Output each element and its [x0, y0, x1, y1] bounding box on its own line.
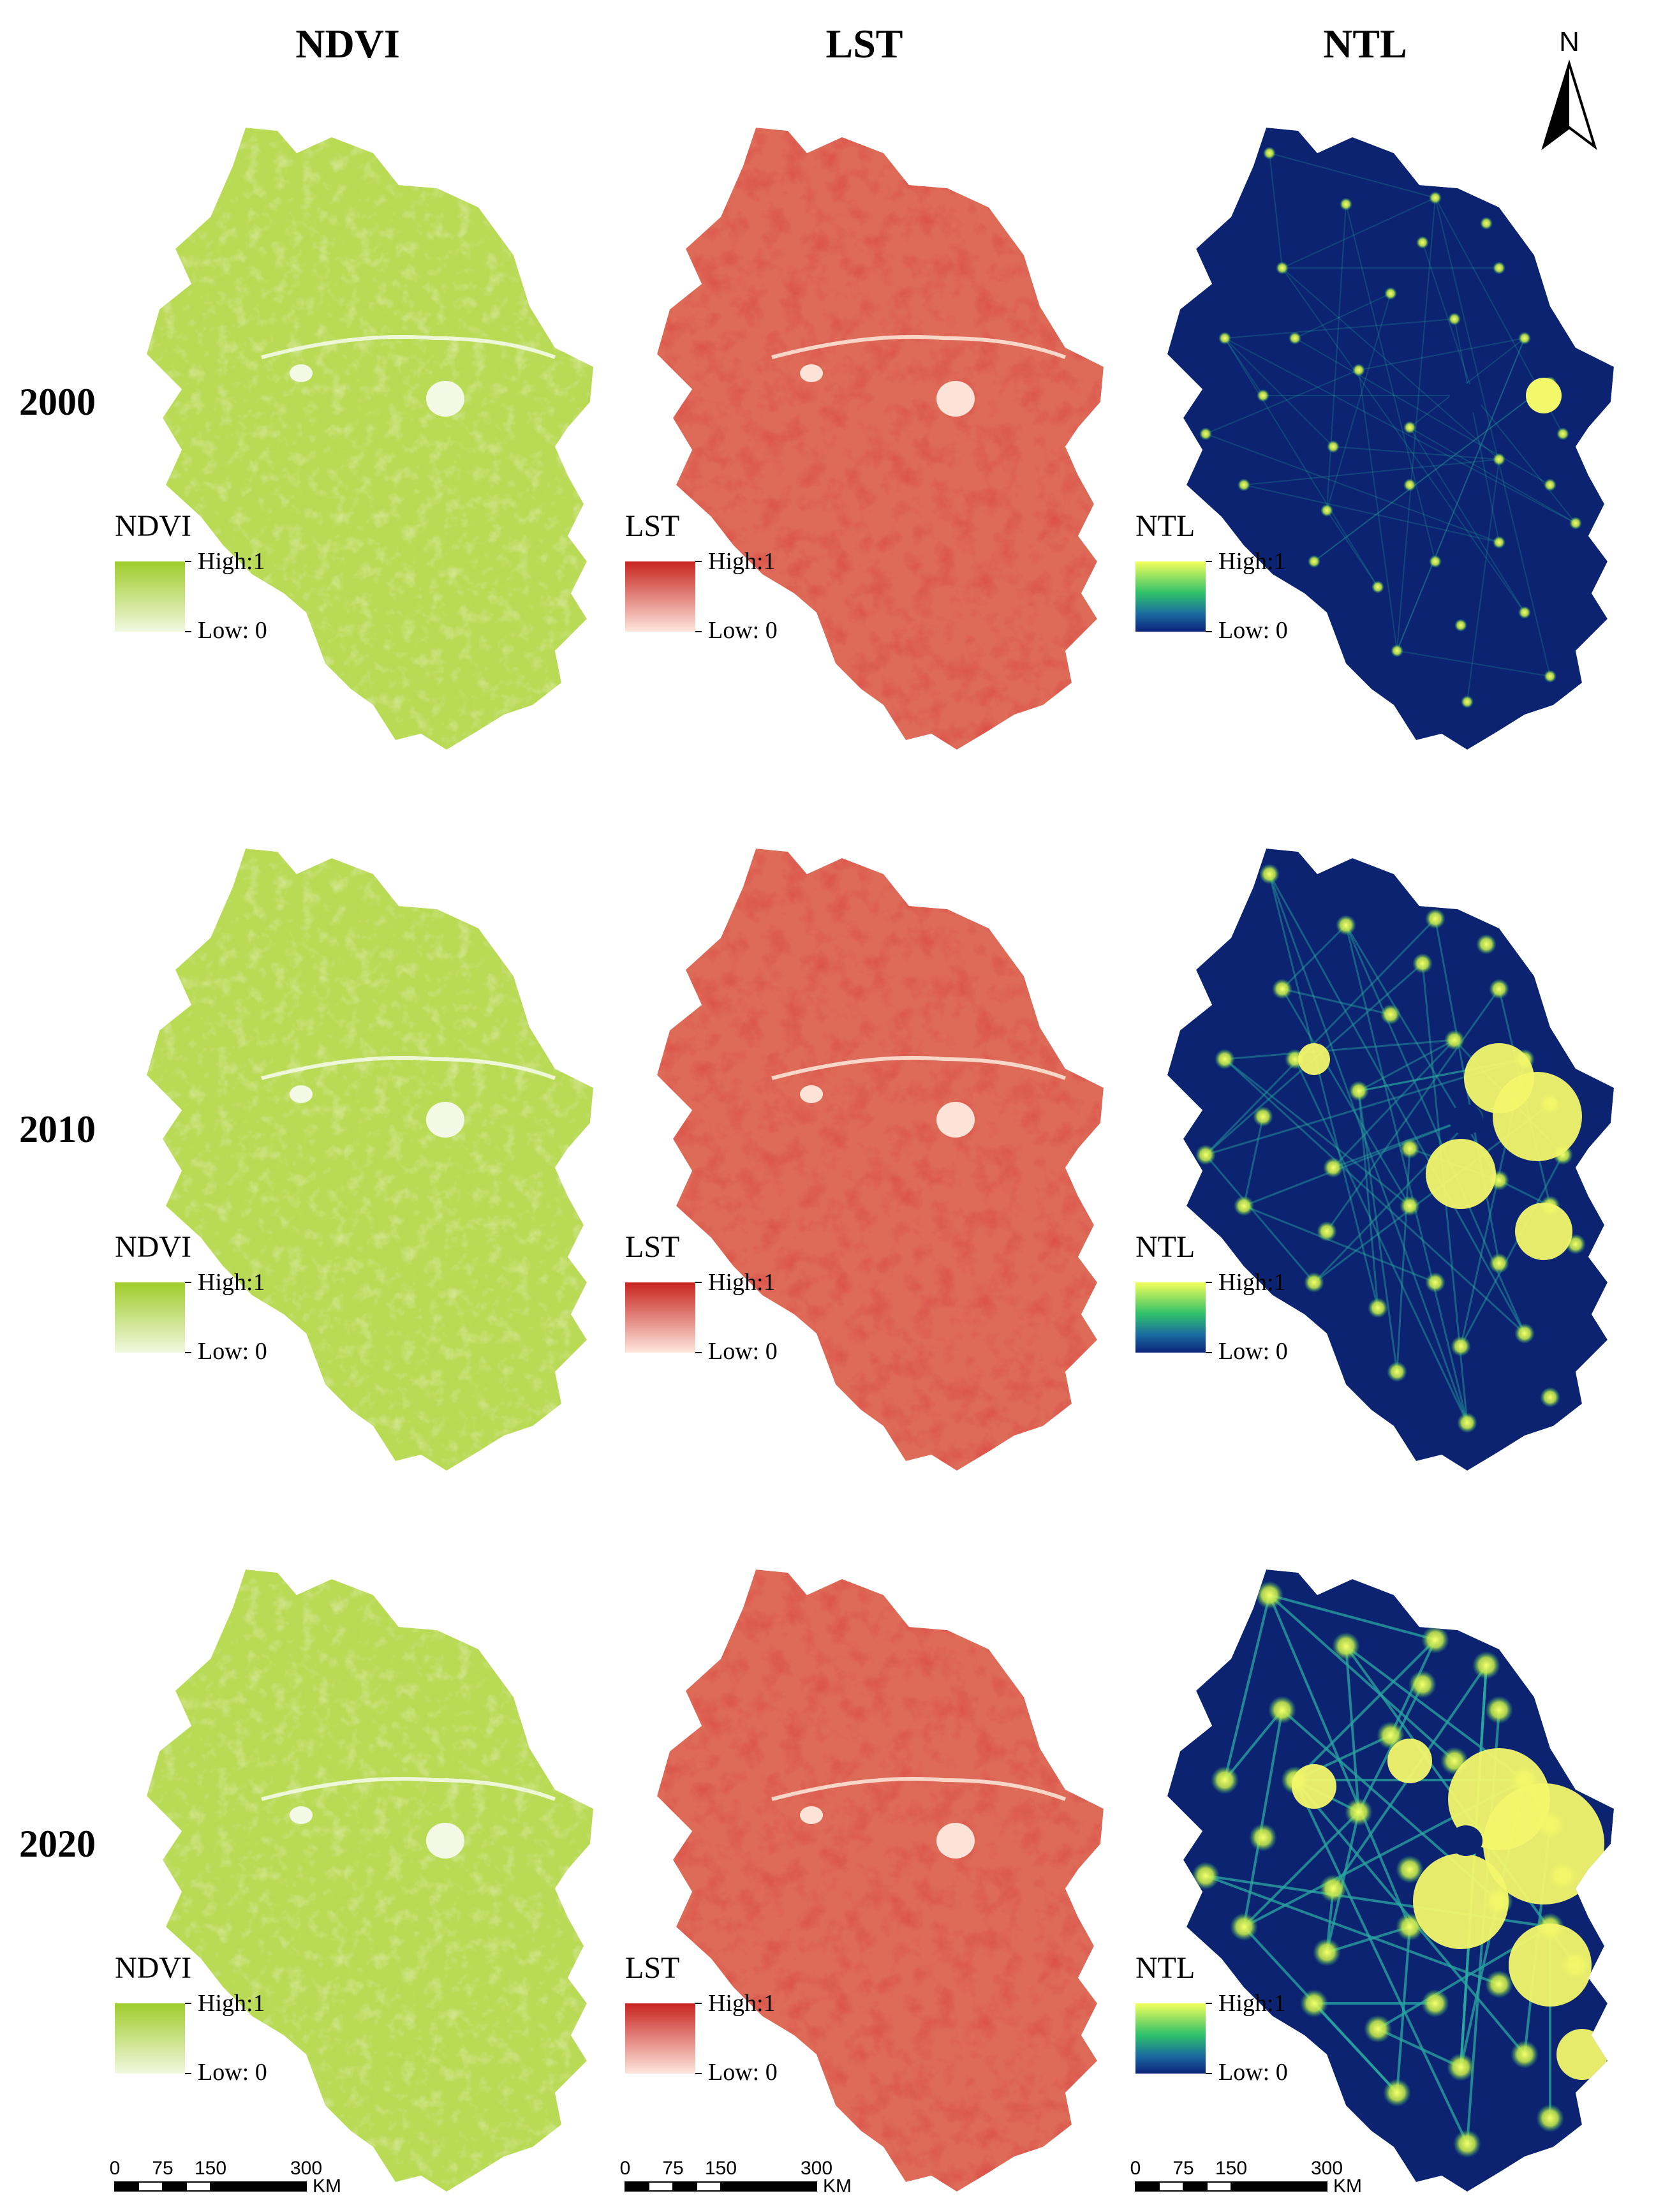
scale-bar-unit: KM [1333, 2176, 1362, 2197]
scale-bar-tick-label: 150 [195, 2158, 226, 2179]
legend-high-label: High:1 [198, 1269, 265, 1296]
legend-color-ramp [625, 561, 695, 632]
map-panels: NDVI High:1 Low: 0 LST High:1 Low: 0 NTL High:1… [115, 128, 1614, 2192]
legend-color-ramp [625, 1282, 695, 1353]
legend-high-label: High:1 [708, 1990, 776, 2017]
scale-bar-tick-label: 0 [1130, 2158, 1141, 2179]
column-title-ndvi: NDVI [295, 21, 400, 66]
scale-bar-tick-label: 0 [110, 2158, 121, 2179]
legend-high-label: High:1 [1218, 1990, 1286, 2017]
legend-high-label: High:1 [1218, 1269, 1286, 1296]
scale-bar-tick-label: 75 [152, 2158, 173, 2179]
legend-high-label: High:1 [708, 548, 776, 575]
legend-low-label: Low: 0 [198, 617, 267, 644]
year-label-2000: 2000 [19, 381, 96, 423]
legend-ndvi-2000: NDVI High:1 Low: 0 [115, 509, 267, 644]
legend-low-label: Low: 0 [708, 2059, 778, 2086]
legend-low-label: Low: 0 [1218, 617, 1288, 644]
north-arrow-label: N [1559, 26, 1579, 57]
map-lst-2010 [657, 849, 1104, 1471]
legend-lst-2020: LST High:1 Low: 0 [625, 1951, 778, 2086]
legend-color-ramp [115, 2003, 185, 2074]
legend-ndvi-2010: NDVI High:1 Low: 0 [115, 1230, 267, 1365]
year-label-2020: 2020 [19, 1823, 96, 1865]
map-lst-2020 [657, 1570, 1104, 2192]
legend-low-label: Low: 0 [198, 2059, 267, 2086]
map-ndvi-2020 [147, 1570, 593, 2192]
column-title-ntl: NTL [1323, 21, 1407, 66]
scale-bar-tick-label: 150 [1215, 2158, 1247, 2179]
legend-ntl-2020: NTL High:1 Low: 0 [1135, 1951, 1288, 2086]
legend-low-label: Low: 0 [198, 1338, 267, 1365]
legend-color-ramp [115, 1282, 185, 1353]
legend-color-ramp [1135, 561, 1206, 632]
legend-high-label: High:1 [1218, 548, 1286, 575]
legend-title: NTL [1135, 1230, 1195, 1264]
map-ntl-2010 [1167, 849, 1614, 1471]
scale-bar-tick-label: 150 [705, 2158, 737, 2179]
legend-title: NDVI [115, 1951, 191, 1985]
scale-bar-tick-label: 75 [662, 2158, 683, 2179]
legend-color-ramp [115, 561, 185, 632]
map-lst-2000 [657, 128, 1104, 750]
legend-color-ramp [625, 2003, 695, 2074]
legend-title: NDVI [115, 1230, 191, 1264]
legend-title: NTL [1135, 1951, 1195, 1985]
column-title-lst: LST [826, 21, 903, 66]
legend-high-label: High:1 [198, 548, 265, 575]
scale-bar-tick-label: 300 [290, 2158, 322, 2179]
legend-lst-2010: LST High:1 Low: 0 [625, 1230, 778, 1365]
scale-bar-tick-label: 0 [620, 2158, 631, 2179]
legend-high-label: High:1 [198, 1990, 265, 2017]
scale-bar-unit: KM [313, 2176, 341, 2197]
legend-title: NTL [1135, 509, 1195, 543]
legend-title: LST [625, 1951, 679, 1985]
legend-title: LST [625, 509, 679, 543]
legend-low-label: Low: 0 [708, 617, 778, 644]
legend-title: NDVI [115, 509, 191, 543]
year-label-2010: 2010 [19, 1108, 96, 1150]
north-arrow: N [1541, 26, 1597, 151]
legend-high-label: High:1 [708, 1269, 776, 1296]
legend-low-label: Low: 0 [1218, 1338, 1288, 1365]
legend-ndvi-2020: NDVI High:1 Low: 0 [115, 1951, 267, 2086]
scale-bar-tick-label: 300 [1311, 2158, 1343, 2179]
legend-title: LST [625, 1230, 679, 1264]
scale-bar-unit: KM [823, 2176, 852, 2197]
legend-ntl-2010: NTL High:1 Low: 0 [1135, 1230, 1288, 1365]
map-ndvi-2000 [147, 128, 593, 750]
map-ndvi-2010 [147, 849, 593, 1471]
legend-low-label: Low: 0 [708, 1338, 778, 1365]
year-labels: 2000 2010 2020 [19, 381, 96, 1865]
legend-color-ramp [1135, 2003, 1206, 2074]
scale-bar-tick-label: 75 [1172, 2158, 1194, 2179]
column-titles: NDVI LST NTL [295, 21, 1407, 66]
map-ntl-2000 [1167, 128, 1614, 750]
scale-bar-tick-label: 300 [801, 2158, 832, 2179]
map-ntl-2020 [1167, 1570, 1614, 2192]
legend-lst-2000: LST High:1 Low: 0 [625, 509, 778, 644]
legend-low-label: Low: 0 [1218, 2059, 1288, 2086]
legend-ntl-2000: NTL High:1 Low: 0 [1135, 509, 1288, 644]
legend-color-ramp [1135, 1282, 1206, 1353]
